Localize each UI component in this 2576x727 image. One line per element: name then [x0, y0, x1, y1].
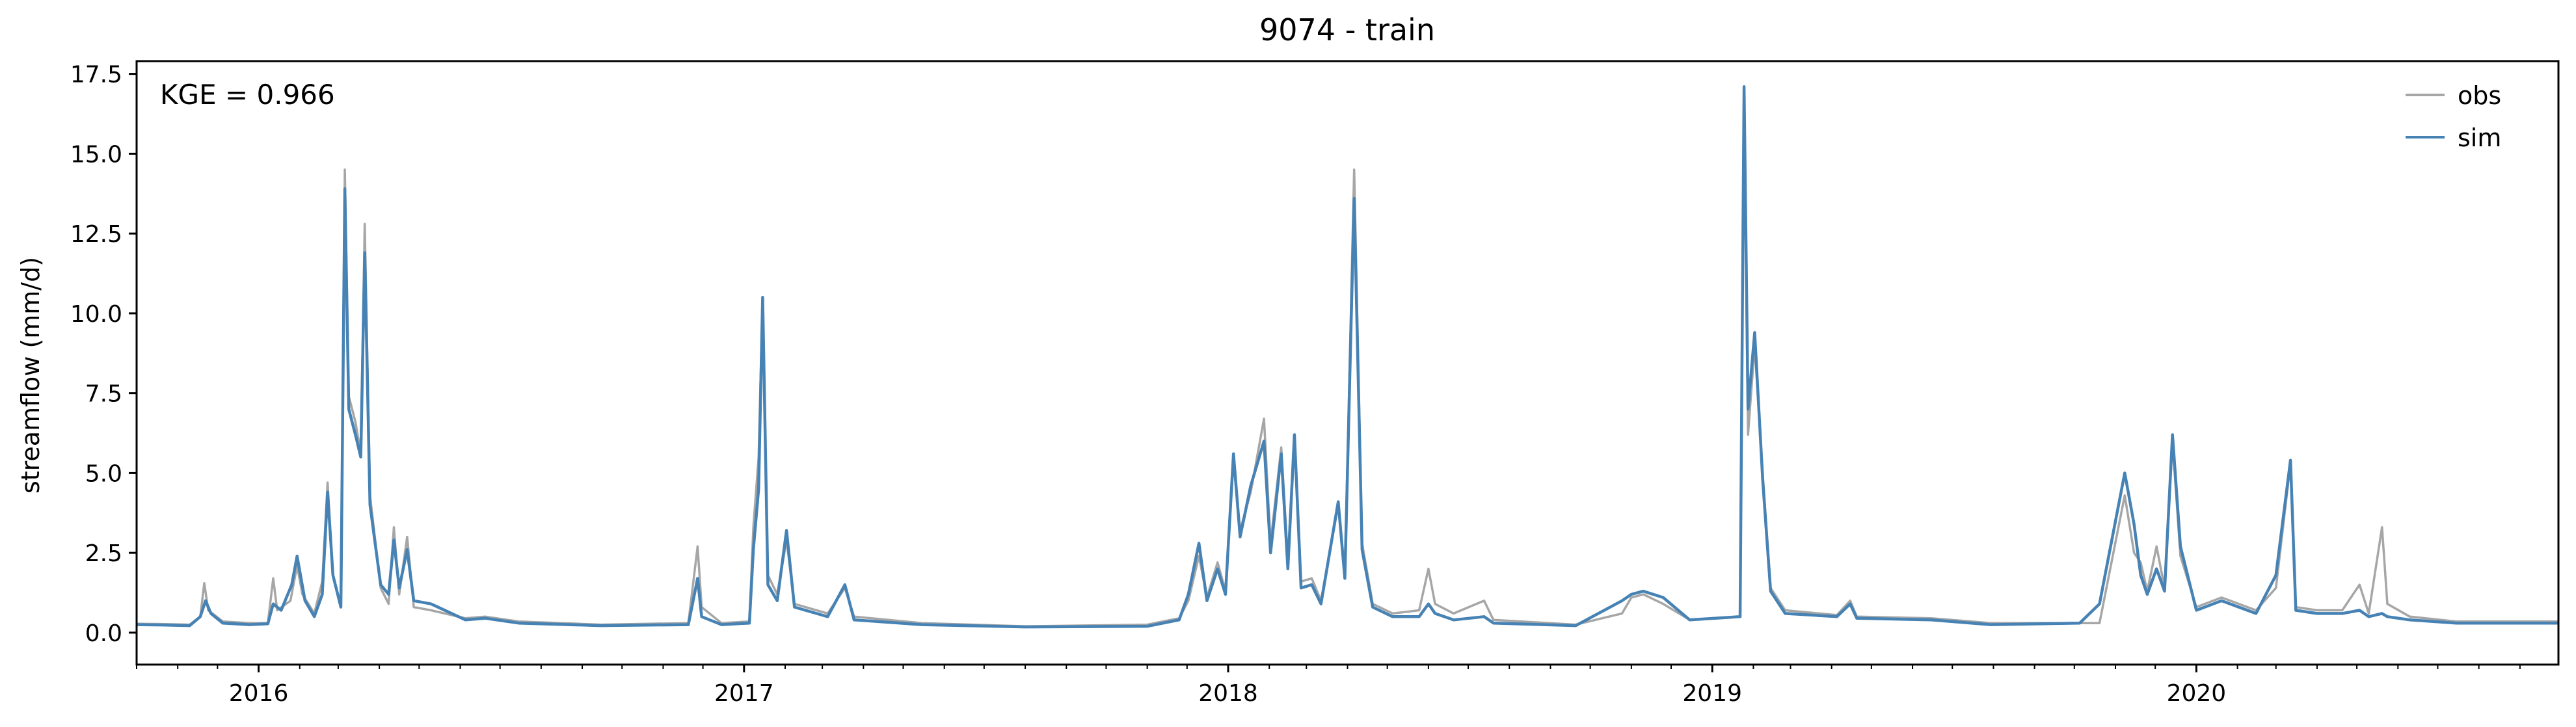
- x-tick-label: 2019: [1682, 680, 1742, 707]
- plot-frame: [135, 60, 2560, 666]
- y-tick-label: 17.5: [70, 62, 122, 88]
- y-tick-label: 12.5: [70, 221, 122, 248]
- y-tick-label: 5.0: [85, 460, 122, 487]
- y-tick-label: 15.0: [70, 141, 122, 168]
- x-tick-label: 2017: [714, 680, 774, 707]
- y-axis-label: streamflow (mm/d): [16, 257, 45, 494]
- y-tick-label: 7.5: [85, 381, 122, 408]
- kge-annotation: KGE = 0.966: [160, 79, 335, 111]
- legend: obs sim: [2406, 81, 2501, 152]
- y-tick-label: 2.5: [85, 540, 122, 567]
- legend-sim-label: sim: [2458, 124, 2501, 152]
- chart-title: 9074 - train: [1259, 12, 1435, 47]
- y-tick-label: 0.0: [85, 620, 122, 647]
- series-line-obs: [136, 88, 2558, 628]
- y-axis: 0.0 2.5 5.0 7.5 10.0 12.5 15.0 17.5: [70, 62, 137, 647]
- legend-obs-label: obs: [2458, 81, 2501, 110]
- x-tick-label: 2020: [2167, 680, 2227, 707]
- y-tick-label: 10.0: [70, 301, 122, 328]
- plot-area: [135, 60, 2560, 666]
- series-line-sim: [136, 85, 2558, 629]
- x-tick-label: 2016: [229, 680, 289, 707]
- x-tick-label: 2018: [1198, 680, 1258, 707]
- x-axis: 2016 2017 2018 2019 2020: [136, 665, 2521, 707]
